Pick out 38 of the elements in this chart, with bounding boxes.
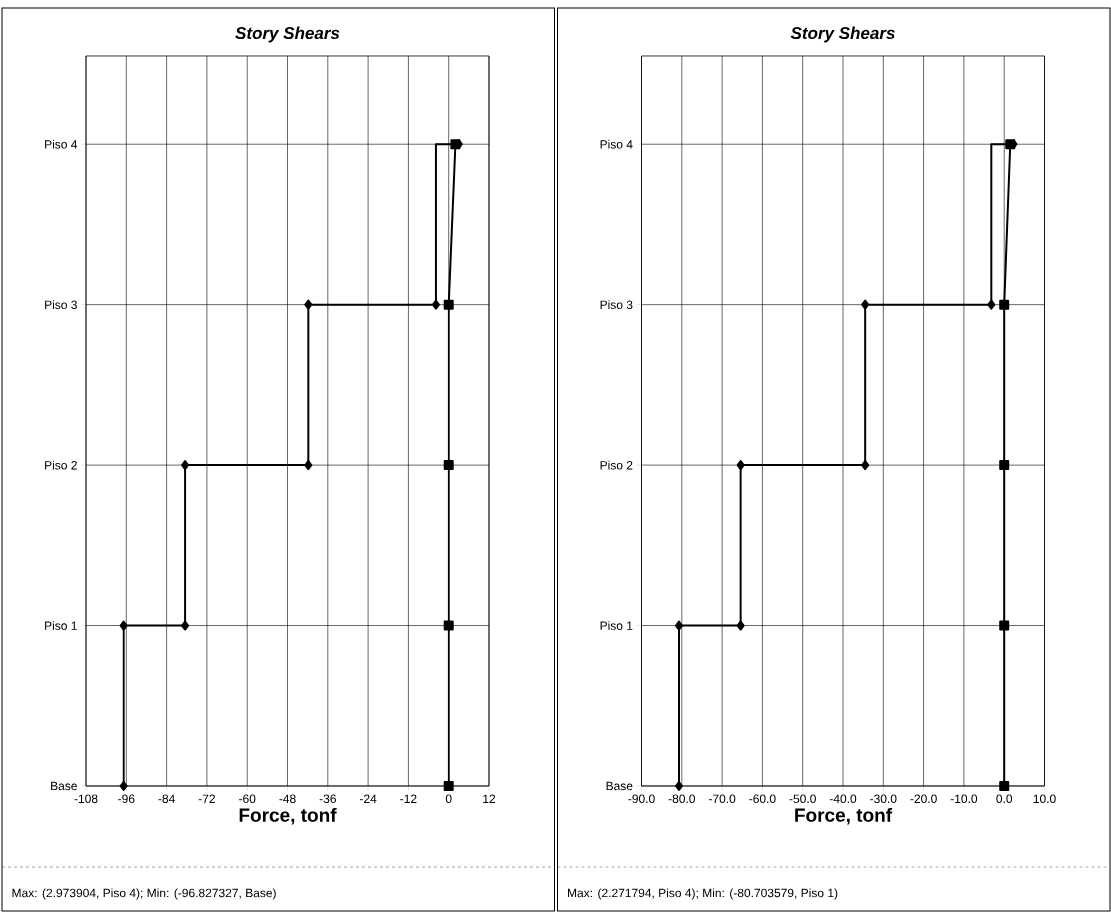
chart-title: Story Shears <box>235 26 340 43</box>
x-tick-label: -12 <box>400 794 417 803</box>
text: Max: (2.973904, Piso 4); Min: (-96.827327, Base) <box>12 888 276 900</box>
y-tick-label: Piso 3 <box>600 300 633 310</box>
x-tick-label: 0 <box>445 794 452 804</box>
x-tick-label: -90.0 <box>628 794 655 804</box>
y-tick-label: Piso 2 <box>600 460 633 470</box>
x-tick-label: -80.0 <box>668 794 696 804</box>
y-tick-label: Base <box>51 781 77 791</box>
x-axis-title: Force, tonf <box>239 807 337 825</box>
text: Max: (2.271794, Piso 4); Min: (-80.703579, Piso 1) <box>568 888 838 900</box>
x-tick-label: -24 <box>359 794 377 803</box>
x-tick-label: -70.0 <box>708 794 736 804</box>
chart-title: Story Shears <box>790 26 895 43</box>
x-tick-label: -36 <box>319 794 336 804</box>
x-tick-label: -60 <box>239 794 256 804</box>
x-tick-label: 12 <box>483 794 496 803</box>
x-tick-label: -84 <box>158 794 175 804</box>
x-tick-label: 0.0 <box>996 794 1013 804</box>
y-tick-label: Piso 4 <box>45 139 78 149</box>
x-axis-title: Force, tonf <box>795 807 893 825</box>
y-tick-label: Piso 4 <box>600 139 633 149</box>
y-tick-label: Piso 2 <box>45 460 77 470</box>
x-tick-label: -96 <box>118 794 135 804</box>
x-tick-label: -60.0 <box>749 794 776 804</box>
x-tick-label: -40.0 <box>829 794 857 804</box>
x-tick-label: -108 <box>74 794 98 804</box>
y-tick-label: Base <box>606 781 633 791</box>
x-tick-label: -48 <box>279 794 296 804</box>
y-tick-label: Piso 1 <box>600 621 633 630</box>
x-tick-label: -72 <box>198 794 215 803</box>
x-tick-label: 10.0 <box>1033 794 1056 804</box>
x-tick-label: -50.0 <box>789 794 816 804</box>
x-tick-label: -10.0 <box>950 794 978 804</box>
x-tick-label: -20.0 <box>910 794 937 804</box>
y-tick-label: Piso 3 <box>45 300 77 310</box>
y-tick-label: Piso 1 <box>45 621 77 630</box>
x-tick-label: -30.0 <box>870 794 897 804</box>
